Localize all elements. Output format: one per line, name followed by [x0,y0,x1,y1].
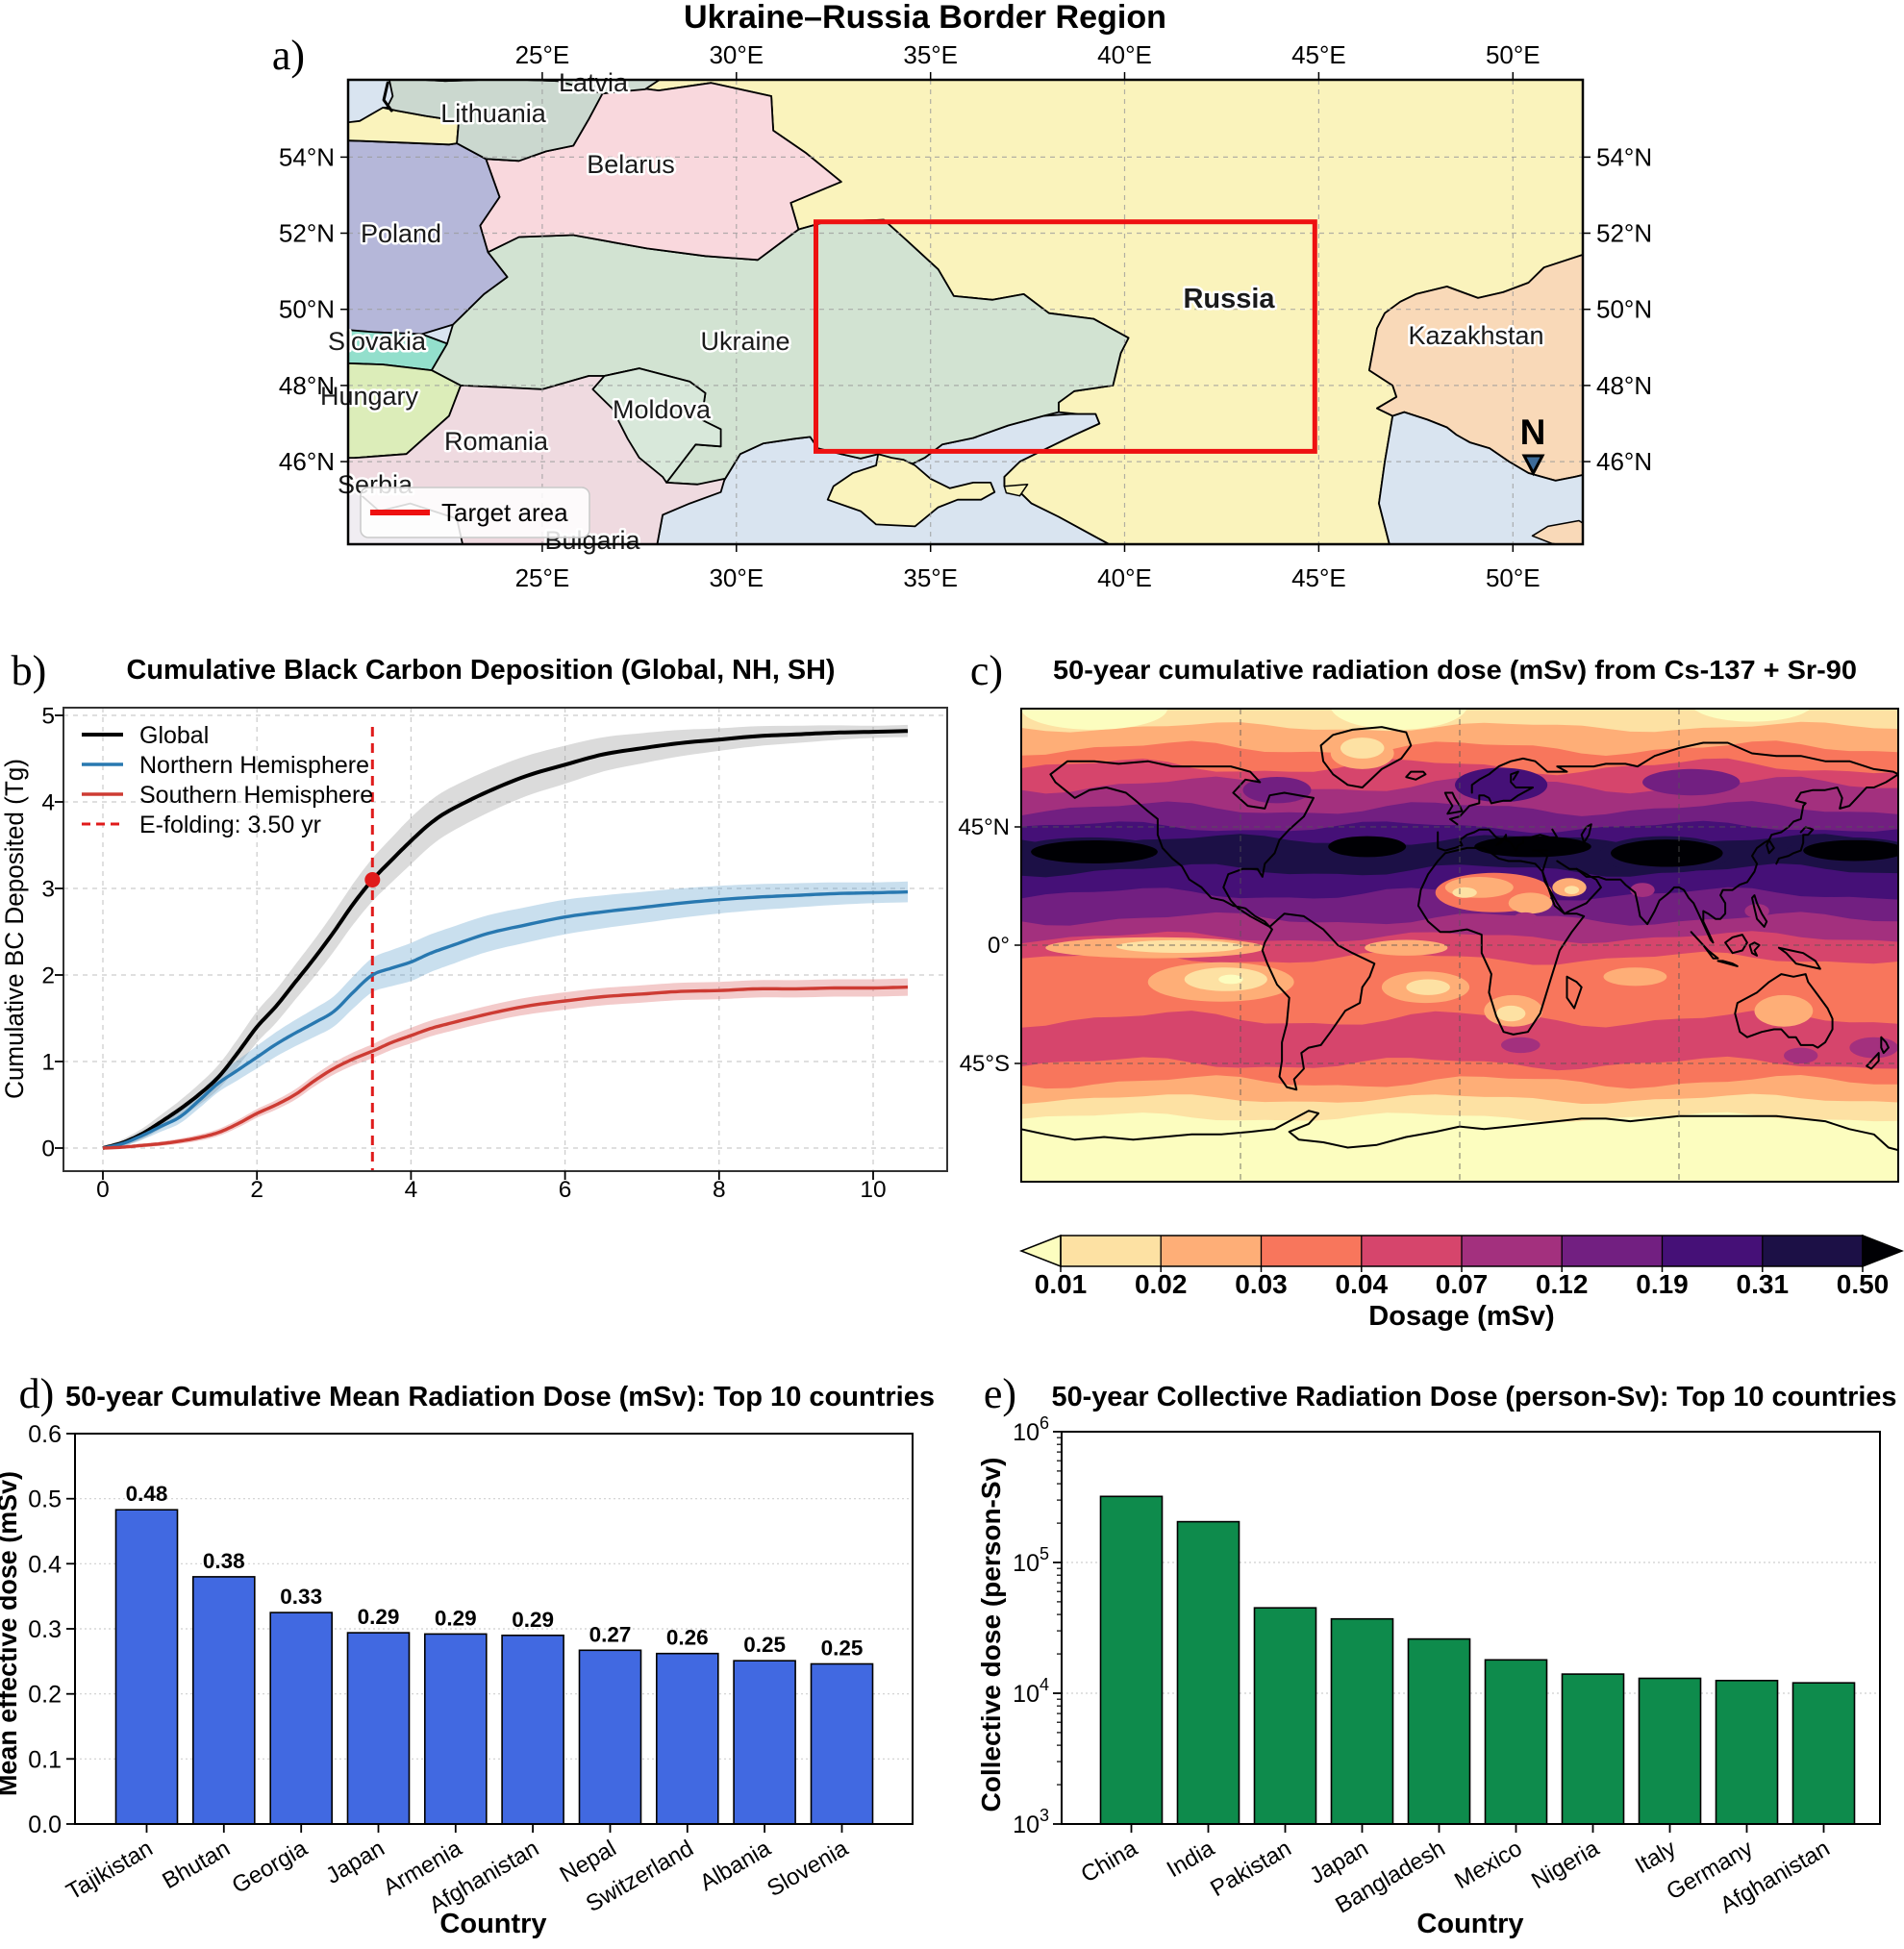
svg-text:2: 2 [250,1177,263,1203]
svg-text:Ukraine: Ukraine [700,327,789,356]
svg-text:Southern Hemisphere: Southern Hemisphere [139,782,373,809]
svg-text:Cumulative Black Carbon Deposi: Cumulative Black Carbon Deposition (Glob… [127,655,836,686]
svg-text:Belarus: Belarus [587,150,675,179]
svg-text:0: 0 [41,1137,55,1162]
svg-text:8: 8 [713,1177,726,1203]
svg-text:Moldova: Moldova [613,395,712,424]
svg-text:e): e) [984,1370,1016,1417]
svg-text:54°N: 54°N [279,142,335,171]
svg-text:46°N: 46°N [279,447,335,476]
svg-text:Mean effective dose (mSv): Mean effective dose (mSv) [0,1471,22,1796]
svg-text:Romania: Romania [444,427,549,456]
svg-text:0.29: 0.29 [358,1605,400,1629]
svg-text:54°N: 54°N [1596,142,1652,171]
svg-text:4: 4 [405,1177,418,1203]
svg-text:0.0: 0.0 [28,1812,62,1838]
svg-text:0.26: 0.26 [666,1626,709,1650]
svg-text:Latvia: Latvia [559,68,629,97]
svg-text:45°S: 45°S [960,1051,1010,1077]
svg-text:45°N: 45°N [958,814,1010,840]
svg-text:4: 4 [41,790,55,816]
svg-text:0.31: 0.31 [1737,1269,1790,1299]
svg-text:2: 2 [41,963,55,989]
svg-text:0.4: 0.4 [28,1551,62,1578]
svg-text:Collective dose (person-Sv): Collective dose (person-Sv) [976,1458,1006,1812]
svg-text:Hungary: Hungary [320,382,419,411]
svg-text:50°E: 50°E [1486,563,1541,592]
svg-text:45°E: 45°E [1291,563,1346,592]
svg-text:c): c) [970,647,1003,694]
svg-text:a): a) [272,32,305,79]
svg-text:50°N: 50°N [279,295,335,324]
svg-text:0.2: 0.2 [28,1682,62,1709]
svg-text:10: 10 [860,1177,886,1203]
svg-text:30°E: 30°E [709,563,764,592]
svg-text:Country: Country [439,1909,546,1939]
svg-text:40°E: 40°E [1097,563,1152,592]
svg-text:50°N: 50°N [1596,295,1652,324]
svg-text:35°E: 35°E [903,40,958,69]
svg-text:103: 103 [1013,1806,1049,1838]
svg-text:Country: Country [1416,1909,1523,1939]
svg-text:45°E: 45°E [1291,40,1346,69]
svg-text:52°N: 52°N [1596,219,1652,248]
svg-text:0.27: 0.27 [589,1622,632,1646]
svg-text:Slovakia: Slovakia [328,327,427,356]
svg-text:50-year Cumulative Mean Radiat: 50-year Cumulative Mean Radiation Dose (… [65,1382,935,1412]
svg-text:0.02: 0.02 [1135,1269,1188,1299]
svg-text:35°E: 35°E [903,563,958,592]
svg-text:0.25: 0.25 [743,1633,786,1657]
svg-text:Target area: Target area [441,498,568,527]
svg-text:Northern Hemisphere: Northern Hemisphere [139,752,369,779]
svg-text:0.01: 0.01 [1035,1269,1088,1299]
svg-text:40°E: 40°E [1097,40,1152,69]
svg-text:0.12: 0.12 [1536,1269,1589,1299]
svg-text:Lithuania: Lithuania [440,99,547,128]
svg-text:d): d) [19,1370,55,1417]
svg-text:3: 3 [41,877,55,903]
svg-text:50-year cumulative radiation d: 50-year cumulative radiation dose (mSv) … [1053,655,1857,685]
svg-text:46°N: 46°N [1596,447,1652,476]
svg-text:1: 1 [41,1050,55,1076]
svg-text:0.33: 0.33 [280,1585,322,1609]
svg-text:0.6: 0.6 [28,1421,62,1448]
svg-text:0.07: 0.07 [1436,1269,1489,1299]
svg-text:0.5: 0.5 [28,1487,62,1513]
svg-text:0.29: 0.29 [435,1606,477,1630]
svg-text:Russia: Russia [1183,284,1275,314]
svg-text:0: 0 [96,1177,110,1203]
svg-text:0.50: 0.50 [1837,1269,1890,1299]
svg-text:0.38: 0.38 [203,1549,245,1573]
svg-text:0.03: 0.03 [1235,1269,1288,1299]
svg-text:5: 5 [41,704,55,730]
svg-text:48°N: 48°N [279,371,335,400]
svg-text:Poland: Poland [361,219,441,248]
svg-text:Ukraine–Russia Border Region: Ukraine–Russia Border Region [684,0,1166,36]
svg-text:b): b) [12,647,47,694]
svg-text:N: N [1520,412,1546,452]
svg-text:0°: 0° [988,933,1010,959]
svg-text:30°E: 30°E [709,40,764,69]
svg-text:E-folding: 3.50 yr: E-folding: 3.50 yr [139,812,321,838]
svg-text:6: 6 [559,1177,572,1203]
svg-text:25°E: 25°E [515,40,570,69]
svg-text:50°E: 50°E [1486,40,1541,69]
svg-text:0.25: 0.25 [821,1637,864,1661]
svg-text:0.29: 0.29 [512,1608,554,1632]
svg-text:48°N: 48°N [1596,371,1652,400]
svg-text:52°N: 52°N [279,219,335,248]
svg-text:25°E: 25°E [515,563,570,592]
svg-text:Kazakhstan: Kazakhstan [1408,321,1543,350]
svg-text:Dosage (mSv): Dosage (mSv) [1368,1301,1554,1332]
svg-text:0.48: 0.48 [126,1482,168,1506]
svg-text:50-year Collective Radiation D: 50-year Collective Radiation Dose (perso… [1052,1382,1897,1412]
svg-text:0.19: 0.19 [1636,1269,1689,1299]
svg-text:0.04: 0.04 [1336,1269,1389,1299]
svg-text:0.3: 0.3 [28,1616,62,1643]
svg-text:Global: Global [139,722,209,749]
svg-text:0.1: 0.1 [28,1746,62,1773]
svg-text:Cumulative BC Deposited (Tg): Cumulative BC Deposited (Tg) [0,759,29,1099]
